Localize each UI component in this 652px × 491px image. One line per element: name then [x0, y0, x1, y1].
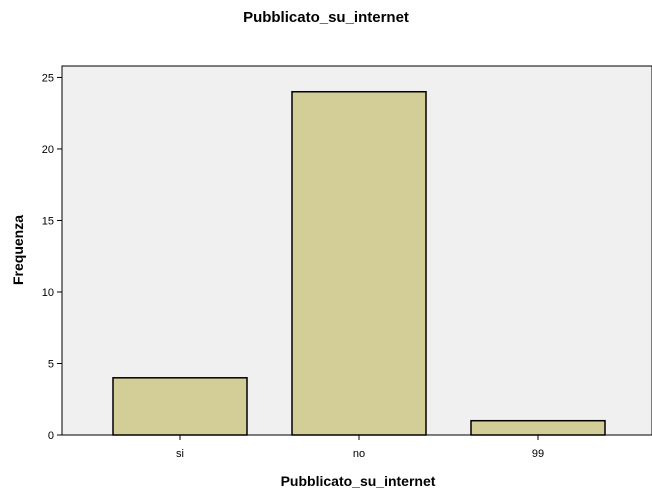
- chart-title: Pubblicato_su_internet: [243, 9, 409, 26]
- y-tick-label: 0: [48, 430, 54, 442]
- y-tick-label: 10: [42, 287, 54, 299]
- x-axis-label: Pubblicato_su_internet: [281, 473, 436, 489]
- bar-no: [291, 90, 427, 436]
- y-tick-label: 20: [42, 144, 54, 156]
- y-tick-label: 15: [42, 215, 54, 227]
- x-tick-label: no: [353, 448, 365, 460]
- x-tick-label: si: [176, 448, 184, 460]
- y-tick-label: 25: [42, 72, 54, 84]
- x-tick-label: 99: [532, 448, 544, 460]
- y-tick-label: 5: [48, 358, 54, 370]
- y-axis-label: Frequenza: [10, 215, 26, 285]
- bar-si: [112, 377, 248, 436]
- bar-99: [470, 419, 606, 436]
- bars-group: [112, 90, 606, 436]
- x-axis: si no 99: [176, 435, 544, 460]
- y-axis: 0 5 10 15 20 25: [42, 72, 62, 442]
